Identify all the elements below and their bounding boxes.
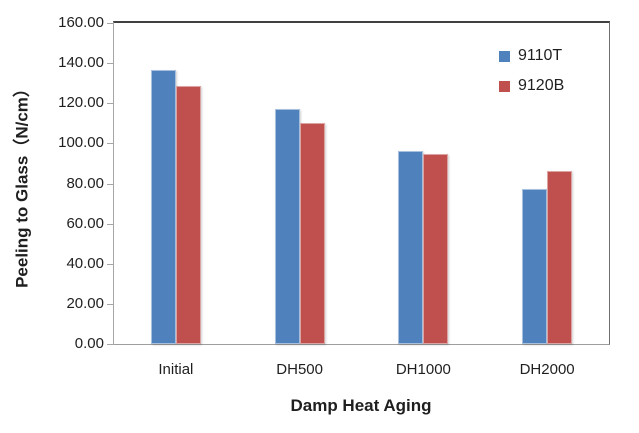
y-tick-mark	[107, 224, 114, 225]
y-tick-mark	[107, 304, 114, 305]
y-tick-label: 40.00	[66, 254, 104, 272]
y-tick-label: 100.00	[58, 134, 104, 152]
y-tick-mark	[107, 184, 114, 185]
legend-label: 9120B	[518, 77, 565, 94]
bar-9110T-DH500	[274, 109, 300, 344]
bar-9120B-Initial	[175, 86, 201, 344]
y-tick-label: 80.00	[66, 174, 104, 192]
x-category-label: Initial	[158, 361, 194, 378]
bar-9110T-DH1000	[398, 151, 424, 344]
legend-swatch-icon	[499, 80, 510, 92]
legend-label: 9110T	[518, 47, 563, 64]
y-tick-mark	[107, 63, 114, 64]
x-category-label: DH500	[276, 361, 323, 378]
legend-item-9120B: 9120B	[499, 71, 564, 101]
plot-area	[113, 21, 610, 345]
y-tick-label: 120.00	[58, 94, 104, 112]
bar-9110T-DH2000	[522, 188, 548, 344]
y-tick-mark	[107, 143, 114, 144]
y-tick-mark	[107, 23, 114, 24]
y-tick-label: 60.00	[66, 214, 104, 232]
y-tick-mark	[107, 264, 114, 265]
x-axis-title: Damp Heat Aging	[290, 396, 432, 415]
y-axis-title: Peeling to Glass（N/cm）	[12, 80, 32, 288]
y-tick-label: 160.00	[58, 14, 104, 31]
y-tick-label: 0.00	[74, 335, 104, 352]
y-tick-label: 140.00	[58, 54, 104, 72]
y-tick-mark	[107, 103, 114, 104]
y-tick-label: 20.00	[66, 294, 104, 312]
bar-9120B-DH2000	[547, 171, 573, 344]
y-tick-mark	[107, 344, 114, 345]
legend: 9110T 9120B	[499, 41, 564, 101]
x-category-label: DH1000	[395, 361, 451, 378]
bar-9120B-DH500	[299, 123, 325, 344]
legend-swatch-icon	[499, 50, 510, 62]
legend-item-9110T: 9110T	[499, 41, 564, 71]
x-category-label: DH2000	[519, 361, 575, 378]
bar-9120B-DH1000	[423, 154, 449, 344]
bar-9110T-Initial	[150, 70, 176, 344]
